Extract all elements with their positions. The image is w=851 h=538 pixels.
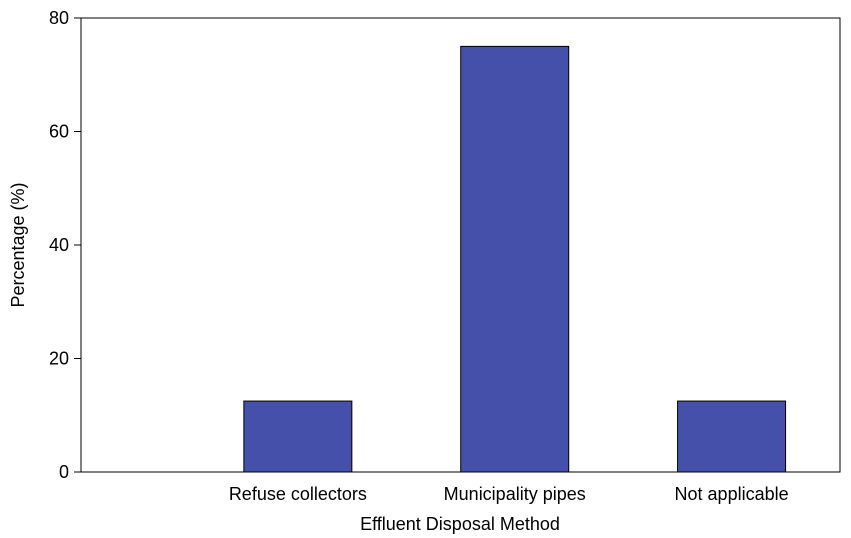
bar — [677, 400, 787, 473]
x-tick-label: Municipality pipes — [444, 484, 586, 504]
y-axis-title: Percentage (%) — [8, 182, 28, 307]
y-tick-label: 80 — [49, 8, 69, 28]
y-tick-label: 20 — [49, 349, 69, 369]
bar-series — [243, 45, 787, 473]
y-axis: 0 20 40 60 80 — [49, 8, 81, 482]
bar — [243, 400, 353, 473]
y-tick-label: 60 — [49, 122, 69, 142]
x-tick-label: Refuse collectors — [229, 484, 367, 504]
y-tick-label: 40 — [49, 235, 69, 255]
bar — [460, 45, 570, 473]
y-tick-label: 0 — [59, 462, 69, 482]
x-axis-title: Effluent Disposal Method — [360, 514, 560, 534]
x-tick-label: Not applicable — [675, 484, 789, 504]
x-axis: Refuse collectors Municipality pipes Not a… — [229, 484, 789, 504]
